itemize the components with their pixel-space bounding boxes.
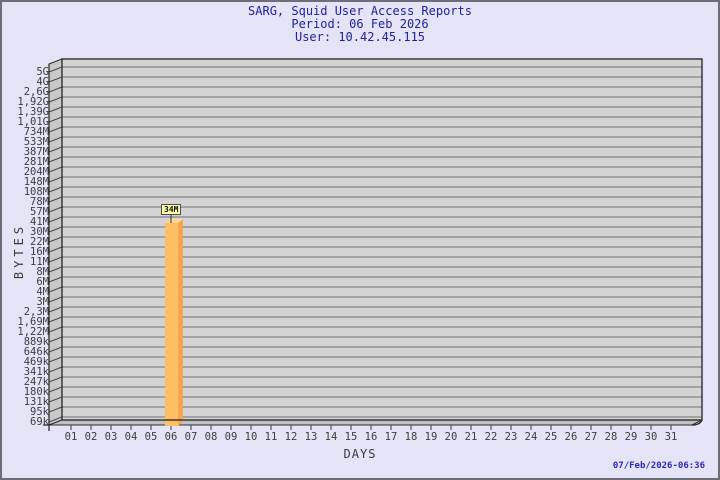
x-tick-label: 26 [564, 431, 578, 443]
y-tick-label: 1,39G [17, 106, 49, 118]
x-tick-label: 29 [624, 431, 638, 443]
x-tick-label: 01 [64, 431, 78, 443]
x-tick-label: 19 [424, 431, 438, 443]
y-tick-label: 734M [23, 126, 49, 138]
y-tick-label: 1,01G [17, 116, 49, 128]
x-tick-label: 28 [604, 431, 618, 443]
x-tick-label: 21 [464, 431, 478, 443]
y-tick-label: 1,69M [17, 316, 49, 328]
y-tick-label: 2,3M [23, 306, 49, 318]
chart-left-wall [48, 58, 63, 426]
bar-day-06 [165, 222, 178, 426]
x-tick-label: 18 [404, 431, 418, 443]
report-user: User: 10.42.45.115 [294, 30, 426, 44]
x-tick-label: 30 [644, 431, 658, 443]
page-title: SARG, Squid User Access Reports [248, 4, 472, 18]
y-tick-label: 22M [30, 236, 49, 248]
y-tick-label: 533M [23, 136, 49, 148]
y-tick-label: 180k [23, 386, 49, 398]
bar-side-face [178, 218, 183, 426]
y-tick-label: 469k [23, 356, 49, 368]
x-tick-label: 09 [224, 431, 238, 443]
y-tick-label: 646k [23, 346, 49, 358]
x-tick-label: 25 [544, 431, 558, 443]
bar-top-face [165, 218, 183, 223]
x-tick-label: 15 [344, 431, 358, 443]
y-axis-title: BYTES [12, 222, 26, 280]
x-tick-label: 16 [364, 431, 378, 443]
x-tick-label: 10 [244, 431, 258, 443]
x-tick-label: 03 [104, 431, 118, 443]
y-tick-label: 11M [30, 256, 49, 268]
y-tick-label: 5G [36, 66, 49, 78]
y-tick-label: 2,6G [23, 86, 49, 98]
y-tick-label: 148M [23, 176, 49, 188]
x-tick-label: 02 [84, 431, 98, 443]
x-tick-label: 22 [484, 431, 498, 443]
y-tick-label: 4M [36, 286, 49, 298]
x-tick-label: 20 [444, 431, 458, 443]
x-tick-label: 08 [204, 431, 218, 443]
y-tick-label: 57M [30, 206, 49, 218]
x-tick-label: 06 [164, 431, 178, 443]
y-tick-label: 4G [36, 76, 49, 88]
floor-corner-curl [691, 419, 703, 426]
y-tick-label: 204M [23, 166, 49, 178]
y-tick-label: 78M [30, 196, 49, 208]
y-tick-label: 95k [30, 406, 49, 418]
y-tick-label: 30M [30, 226, 49, 238]
y-tick-label: 69k [30, 416, 49, 428]
y-tick-label: 281M [23, 156, 49, 168]
y-tick-label: 108M [23, 186, 49, 198]
y-tick-label: 1,92G [17, 96, 49, 108]
y-tick-label: 1,22M [17, 326, 49, 338]
y-tick-label: 247k [23, 376, 49, 388]
chart-floor [48, 419, 703, 426]
y-tick-label: 131k [23, 396, 49, 408]
x-tick-label: 27 [584, 431, 598, 443]
y-tick-label: 8M [36, 266, 49, 278]
x-tick-label: 14 [324, 431, 338, 443]
y-tick-label: 6M [36, 276, 49, 288]
report-header: SARG, Squid User Access Reports Period: … [2, 5, 718, 44]
y-tick-label: 341k [23, 366, 49, 378]
y-tick-label: 889k [23, 336, 49, 348]
generation-timestamp: 07/Feb/2026-06:36 [612, 461, 705, 471]
y-tick-label: 387M [23, 146, 49, 158]
x-tick-label: 31 [664, 431, 678, 443]
x-tick-label: 13 [304, 431, 318, 443]
bar-value-label: 34M [161, 203, 182, 215]
report-period: Period: 06 Feb 2026 [291, 17, 429, 31]
x-tick-label: 07 [184, 431, 198, 443]
x-tick-label: 12 [284, 431, 298, 443]
x-tick-label: 04 [124, 431, 138, 443]
x-axis-title: DAYS [343, 447, 377, 461]
x-tick-label: 17 [384, 431, 398, 443]
x-tick-label: 05 [144, 431, 158, 443]
y-tick-label: 41M [30, 216, 49, 228]
x-tick-label: 11 [264, 431, 278, 443]
y-tick-label: 3M [36, 296, 49, 308]
x-tick-label: 23 [504, 431, 518, 443]
plot-background [62, 59, 702, 420]
y-tick-label: 16M [30, 246, 49, 258]
x-tick-label: 24 [524, 431, 538, 443]
